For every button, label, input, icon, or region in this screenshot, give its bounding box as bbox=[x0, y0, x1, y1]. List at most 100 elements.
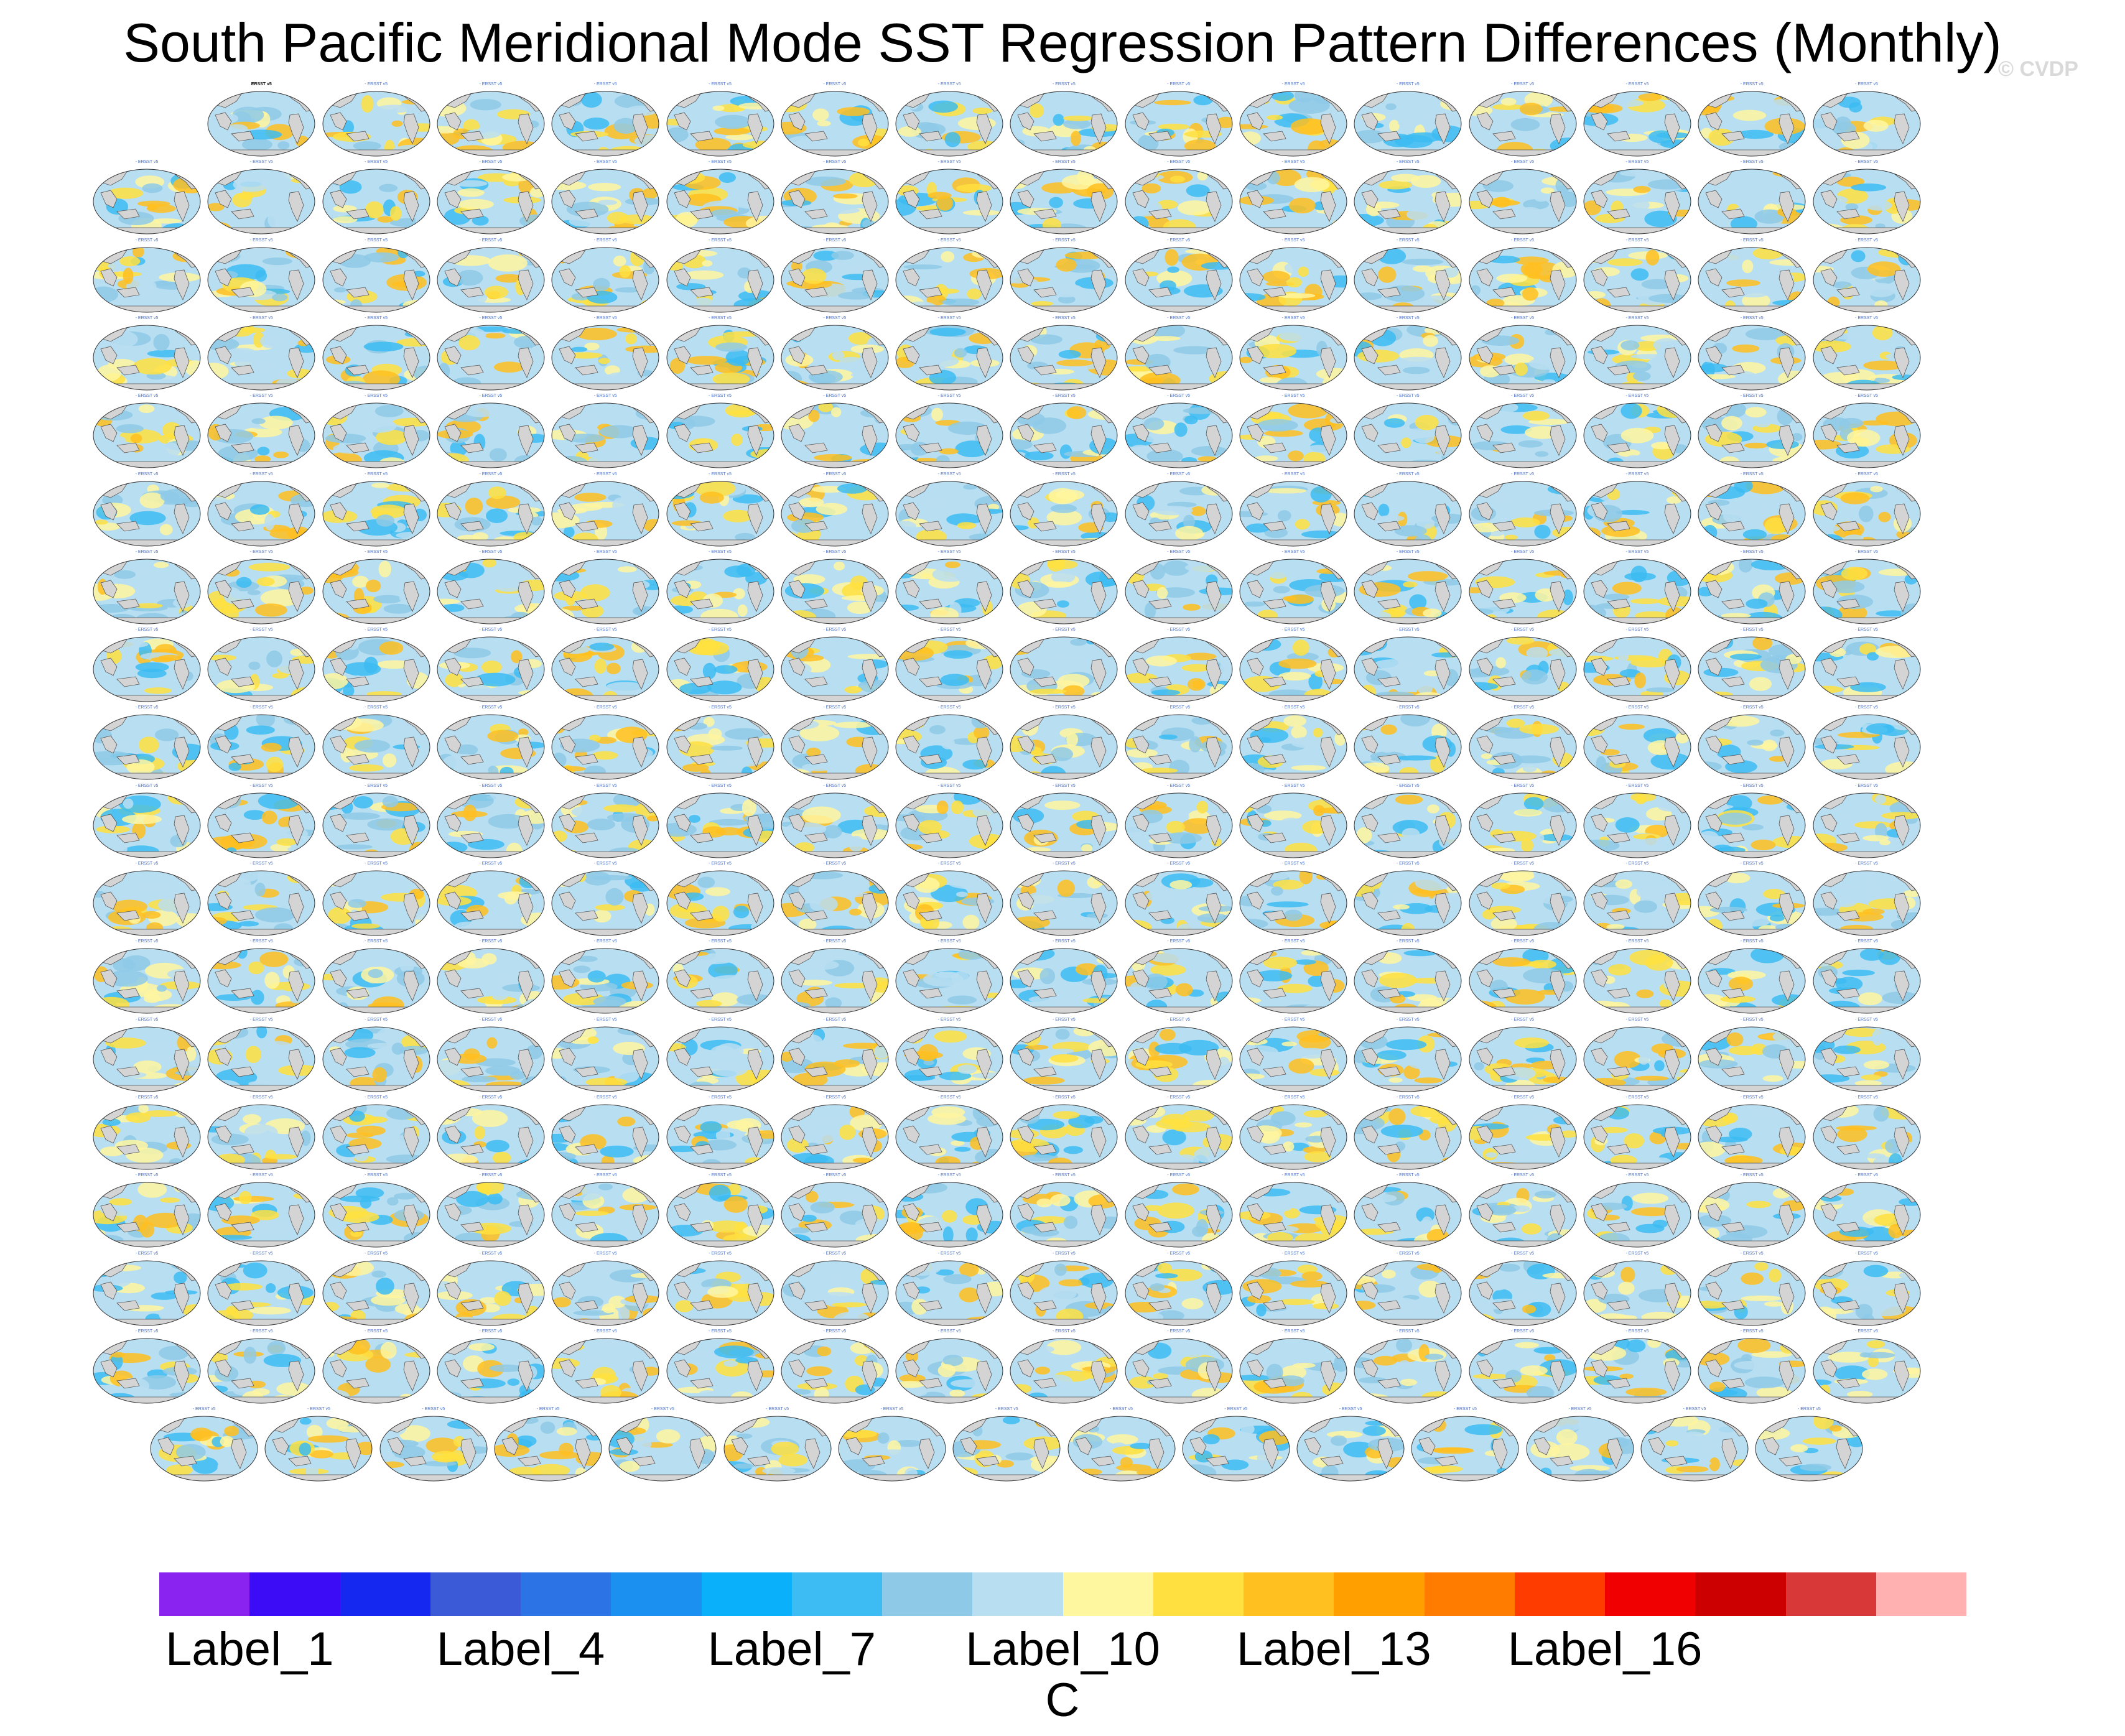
sst-map bbox=[437, 792, 545, 858]
sst-map bbox=[1813, 714, 1920, 780]
sst-map bbox=[1125, 714, 1233, 780]
panel-label: - ERSST v5 bbox=[593, 861, 617, 866]
model-map-panel: - ERSST v5 bbox=[1695, 160, 1809, 237]
sst-map bbox=[1125, 636, 1233, 702]
sst-map bbox=[781, 792, 889, 858]
panel-label: - ERSST v5 bbox=[135, 939, 159, 944]
panel-label: - ERSST v5 bbox=[1281, 1251, 1305, 1256]
sst-map bbox=[1239, 1338, 1347, 1404]
panel-label: - ERSST v5 bbox=[937, 1017, 961, 1022]
panel-label: - ERSST v5 bbox=[365, 1251, 388, 1256]
panel-label: - ERSST v5 bbox=[709, 82, 732, 86]
colorbar-swatch bbox=[1334, 1572, 1425, 1616]
sst-map bbox=[93, 559, 201, 624]
model-map-panel: - ERSST v5 bbox=[1122, 939, 1236, 1016]
sst-map bbox=[1010, 91, 1118, 157]
model-map-panel: - ERSST v5 bbox=[1122, 1251, 1236, 1329]
model-map-panel: - ERSST v5 bbox=[319, 550, 434, 627]
sst-map bbox=[1354, 792, 1462, 858]
sst-map bbox=[895, 870, 1003, 936]
sst-map bbox=[1583, 1026, 1691, 1092]
sst-map bbox=[1067, 1416, 1176, 1482]
sst-map bbox=[1469, 714, 1577, 780]
model-map-panel: - ERSST v5 bbox=[1293, 1407, 1408, 1484]
sst-map bbox=[1125, 1182, 1233, 1248]
sst-map bbox=[150, 1416, 258, 1482]
panel-label: - ERSST v5 bbox=[823, 705, 847, 710]
model-map-panel: - ERSST v5 bbox=[778, 628, 892, 705]
model-map-panel: - ERSST v5 bbox=[548, 939, 663, 1016]
sst-map bbox=[781, 402, 889, 468]
panel-label: - ERSST v5 bbox=[1855, 160, 1878, 165]
model-map-panel: - ERSST v5 bbox=[1810, 939, 1924, 1016]
panel-label: - ERSST v5 bbox=[1281, 471, 1305, 476]
panel-label: - ERSST v5 bbox=[479, 1173, 503, 1178]
sst-map bbox=[322, 247, 430, 313]
model-map-panel: - ERSST v5 bbox=[434, 1095, 548, 1172]
model-map-panel: - ERSST v5 bbox=[434, 628, 548, 705]
panel-label: - ERSST v5 bbox=[249, 1173, 273, 1178]
model-map-panel: - ERSST v5 bbox=[892, 316, 1007, 393]
sst-map bbox=[1469, 792, 1577, 858]
sst-map bbox=[1010, 948, 1118, 1014]
sst-map bbox=[1583, 636, 1691, 702]
sst-map bbox=[93, 1182, 201, 1248]
panel-label: - ERSST v5 bbox=[1740, 1173, 1764, 1178]
panel-label: - ERSST v5 bbox=[709, 783, 732, 788]
model-map-panel: - ERSST v5 bbox=[720, 1407, 835, 1484]
panel-label: - ERSST v5 bbox=[709, 315, 732, 320]
sst-map bbox=[1125, 948, 1233, 1014]
sst-map bbox=[437, 1260, 545, 1325]
sst-map bbox=[1010, 1260, 1118, 1325]
panel-label: - ERSST v5 bbox=[365, 1329, 388, 1334]
panel-label: - ERSST v5 bbox=[1167, 160, 1191, 165]
model-map-panel: - ERSST v5 bbox=[319, 861, 434, 939]
panel-label: - ERSST v5 bbox=[1855, 549, 1878, 554]
panel-label: - ERSST v5 bbox=[365, 783, 388, 788]
panel-label: - ERSST v5 bbox=[135, 315, 159, 320]
panel-label: - ERSST v5 bbox=[1625, 1329, 1649, 1334]
model-map-panel: - ERSST v5 bbox=[434, 1018, 548, 1095]
model-map-panel: - ERSST v5 bbox=[1580, 472, 1695, 549]
sst-map bbox=[895, 714, 1003, 780]
observation-map-panel: ERSST v5 bbox=[204, 82, 319, 159]
panel-label: - ERSST v5 bbox=[1625, 939, 1649, 944]
sst-map bbox=[1010, 402, 1118, 468]
model-map-panel: - ERSST v5 bbox=[1810, 316, 1924, 393]
panel-label: - ERSST v5 bbox=[249, 549, 273, 554]
model-map-panel: - ERSST v5 bbox=[663, 1329, 778, 1406]
sst-map bbox=[379, 1416, 488, 1482]
sst-map bbox=[322, 1260, 430, 1325]
panel-label: - ERSST v5 bbox=[1740, 315, 1764, 320]
panel-label: - ERSST v5 bbox=[1855, 705, 1878, 710]
model-map-panel: - ERSST v5 bbox=[1408, 1407, 1522, 1484]
panel-label: - ERSST v5 bbox=[1167, 1017, 1191, 1022]
sst-map bbox=[895, 559, 1003, 624]
model-map-panel: - ERSST v5 bbox=[90, 316, 204, 393]
sst-map bbox=[207, 169, 315, 234]
watermark: © CVDP bbox=[1998, 57, 2078, 81]
model-map-panel: - ERSST v5 bbox=[548, 238, 663, 315]
model-map-panel: - ERSST v5 bbox=[204, 628, 319, 705]
panel-label: - ERSST v5 bbox=[1683, 1407, 1706, 1412]
panel-label: - ERSST v5 bbox=[1052, 628, 1076, 633]
model-map-panel: - ERSST v5 bbox=[1351, 1095, 1465, 1172]
model-map-panel: - ERSST v5 bbox=[1580, 1095, 1695, 1172]
panel-label: - ERSST v5 bbox=[1511, 82, 1534, 86]
colorbar-swatch bbox=[972, 1572, 1063, 1616]
panel-label: - ERSST v5 bbox=[1052, 471, 1076, 476]
panel-label: - ERSST v5 bbox=[823, 861, 847, 866]
sst-map bbox=[1125, 1338, 1233, 1404]
model-map-panel: - ERSST v5 bbox=[778, 1173, 892, 1250]
panel-label: - ERSST v5 bbox=[1855, 861, 1878, 866]
panel-label: - ERSST v5 bbox=[823, 238, 847, 243]
panel-label: - ERSST v5 bbox=[1855, 1173, 1878, 1178]
panel-label: - ERSST v5 bbox=[1281, 705, 1305, 710]
panel-label: - ERSST v5 bbox=[1396, 939, 1420, 944]
panel-label: - ERSST v5 bbox=[365, 1095, 388, 1100]
panel-label: - ERSST v5 bbox=[709, 939, 732, 944]
model-map-panel: - ERSST v5 bbox=[663, 861, 778, 939]
sst-map bbox=[1239, 714, 1347, 780]
model-map-panel: - ERSST v5 bbox=[548, 1018, 663, 1095]
sst-map bbox=[1469, 169, 1577, 234]
